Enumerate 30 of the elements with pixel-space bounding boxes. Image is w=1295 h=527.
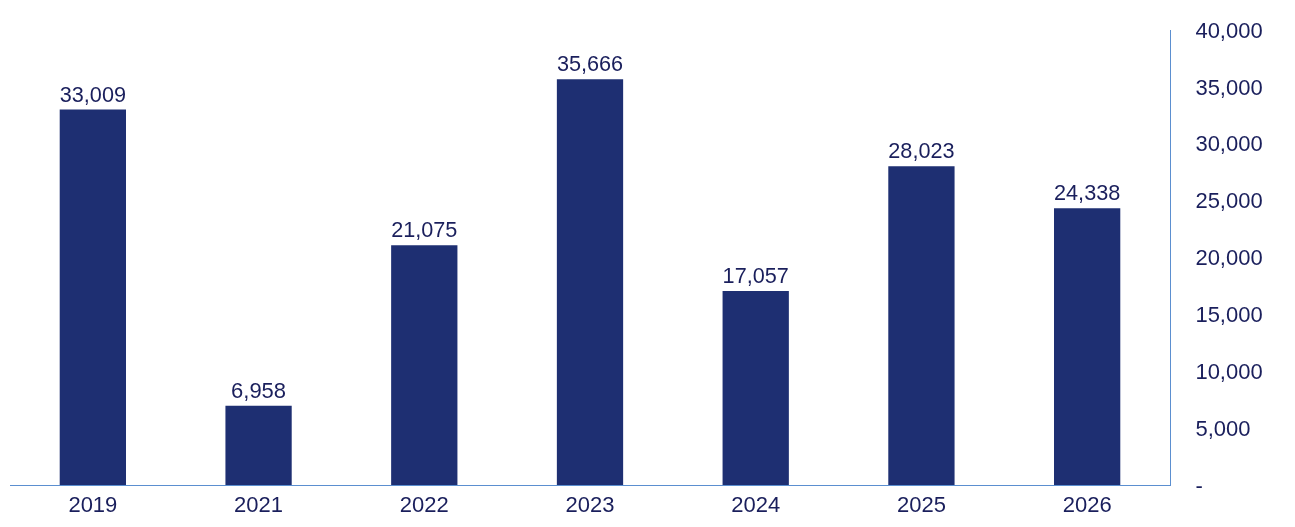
- data-label: 17,057: [722, 263, 789, 289]
- bar: [888, 166, 955, 485]
- bar: [1054, 208, 1121, 485]
- data-label: 33,009: [59, 81, 126, 107]
- y-tick-label: -: [1195, 472, 1203, 498]
- y-tick-label: 40,000: [1195, 17, 1263, 43]
- bar: [722, 290, 789, 485]
- y-tick-label: 20,000: [1195, 245, 1263, 271]
- y-tick-label: 10,000: [1195, 358, 1263, 384]
- x-tick-label: 2023: [565, 492, 615, 518]
- bar: [391, 245, 458, 485]
- y-tick-label: 35,000: [1195, 74, 1263, 100]
- data-label: 24,338: [1054, 180, 1121, 206]
- x-tick-label: 2021: [234, 492, 284, 518]
- data-label: 35,666: [556, 51, 624, 77]
- y-tick-label: 25,000: [1195, 188, 1263, 214]
- y-tick-label: 15,000: [1195, 302, 1263, 328]
- x-tick-label: 2022: [399, 492, 449, 518]
- bar: [225, 405, 292, 485]
- bar: [59, 109, 126, 485]
- data-label: 28,023: [888, 138, 955, 164]
- y-tick-label: 30,000: [1195, 131, 1263, 157]
- data-label: 21,075: [391, 217, 458, 243]
- data-label: 6,958: [231, 377, 287, 403]
- x-tick-label: 2019: [68, 492, 118, 518]
- x-tick-label: 2024: [731, 492, 781, 518]
- bar: [556, 79, 624, 485]
- y-tick-label: 5,000: [1195, 415, 1251, 441]
- x-tick-label: 2025: [896, 492, 946, 518]
- x-tick-label: 2026: [1062, 492, 1112, 518]
